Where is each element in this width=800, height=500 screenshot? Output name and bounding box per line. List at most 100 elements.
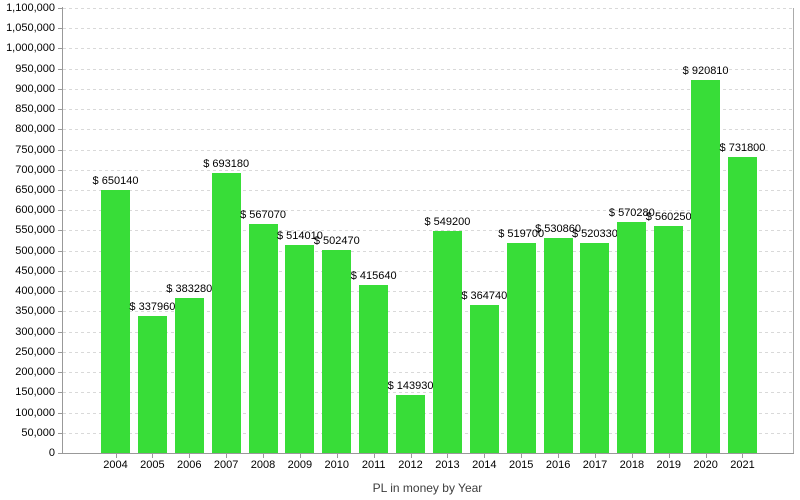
x-axis-label: 2011 [361,459,386,471]
x-axis-tick [411,454,412,458]
y-axis-tick [58,413,62,414]
gridline [63,28,793,29]
bar-value-label: $ 143930 [387,380,434,392]
y-axis-tick [58,28,62,29]
x-axis-tick [558,454,559,458]
bar-value-label: $ 570280 [608,207,655,219]
x-axis-tick [374,454,375,458]
x-axis-tick [595,454,596,458]
gridline [63,150,793,151]
y-axis-label: 100,000 [15,407,55,419]
y-axis-tick [58,433,62,434]
bar [175,298,204,453]
y-axis-label: 950,000 [15,63,55,75]
bar-value-label: $ 519700 [498,228,545,240]
gridline [63,48,793,49]
gridline [63,271,793,272]
bar-value-label: $ 731800 [719,142,766,154]
gridline [63,392,793,393]
y-axis-tick [58,271,62,272]
y-axis-label: 800,000 [15,123,55,135]
x-axis-label: 2008 [250,459,276,471]
y-axis-label: 750,000 [15,144,55,156]
y-axis-label: 1,050,000 [6,22,55,34]
y-axis-tick [58,129,62,130]
x-axis-label: 2007 [213,459,239,471]
x-axis-label: 2005 [140,459,165,471]
gridline [63,210,793,211]
y-axis-label: 650,000 [15,184,55,196]
y-axis-tick [58,332,62,333]
y-axis-label: 450,000 [15,265,55,277]
bar-value-label: $ 337960 [129,301,176,313]
gridline [63,109,793,110]
x-axis-tick [484,454,485,458]
y-axis-tick [58,89,62,90]
x-axis-line [62,453,794,454]
x-axis-tick [263,454,264,458]
bar [617,222,646,453]
gridline [63,372,793,373]
x-axis-label: 2020 [693,459,718,471]
x-axis-label: 2021 [730,459,755,471]
bar [101,190,130,453]
bar-value-label: $ 650140 [92,175,139,187]
gridline [63,332,793,333]
y-axis-tick [58,251,62,252]
bar-value-label: $ 567070 [240,209,286,221]
y-axis-tick [58,8,62,9]
gridline [63,352,793,353]
bar-value-label: $ 502470 [313,235,360,247]
bar [138,316,167,453]
bar-value-label: $ 560250 [645,211,692,223]
y-axis-label: 1,000,000 [6,42,55,54]
x-axis-tick [632,454,633,458]
y-axis-label: 350,000 [15,305,55,317]
x-axis-tick [226,454,227,458]
bar [249,224,278,453]
x-axis-label: 2012 [398,459,423,471]
bar [654,226,683,453]
bar [580,243,609,453]
bar [396,395,425,453]
y-axis-label: 700,000 [15,164,55,176]
y-axis-tick [58,109,62,110]
bar-value-label: $ 520330 [572,228,618,240]
gridline [63,311,793,312]
gridline [63,291,793,292]
y-axis-tick [58,291,62,292]
y-axis-label: 500,000 [15,245,55,257]
x-axis-label: 2015 [508,459,534,471]
bar [470,305,499,453]
x-axis-label: 2006 [177,459,202,471]
y-axis-label: 600,000 [15,204,55,216]
bar [728,157,757,453]
x-axis-label: 2016 [545,459,571,471]
bar [691,80,720,453]
bar [507,243,536,453]
y-axis-line [62,7,63,453]
y-axis-tick [58,372,62,373]
y-axis-tick [58,453,62,454]
x-axis-tick [116,454,117,458]
x-axis-label: 2018 [619,459,645,471]
y-axis-label: 50,000 [21,427,55,439]
y-axis-tick [58,230,62,231]
y-axis-label: 900,000 [15,83,55,95]
x-axis-label: 2004 [103,459,128,471]
gridline [63,69,793,70]
y-axis-label: 200,000 [15,366,55,378]
gridline [63,230,793,231]
y-axis-label: 0 [48,447,55,459]
y-axis-tick [58,190,62,191]
y-axis-label: 250,000 [15,346,55,358]
gridline [63,89,793,90]
x-axis-tick [521,454,522,458]
y-axis-label: 400,000 [15,285,55,297]
y-axis-label: 550,000 [15,224,55,236]
y-axis-label: 850,000 [15,103,55,115]
bar [285,245,314,453]
bar-value-label: $ 693180 [203,158,250,170]
x-axis-label: 2009 [287,459,313,471]
